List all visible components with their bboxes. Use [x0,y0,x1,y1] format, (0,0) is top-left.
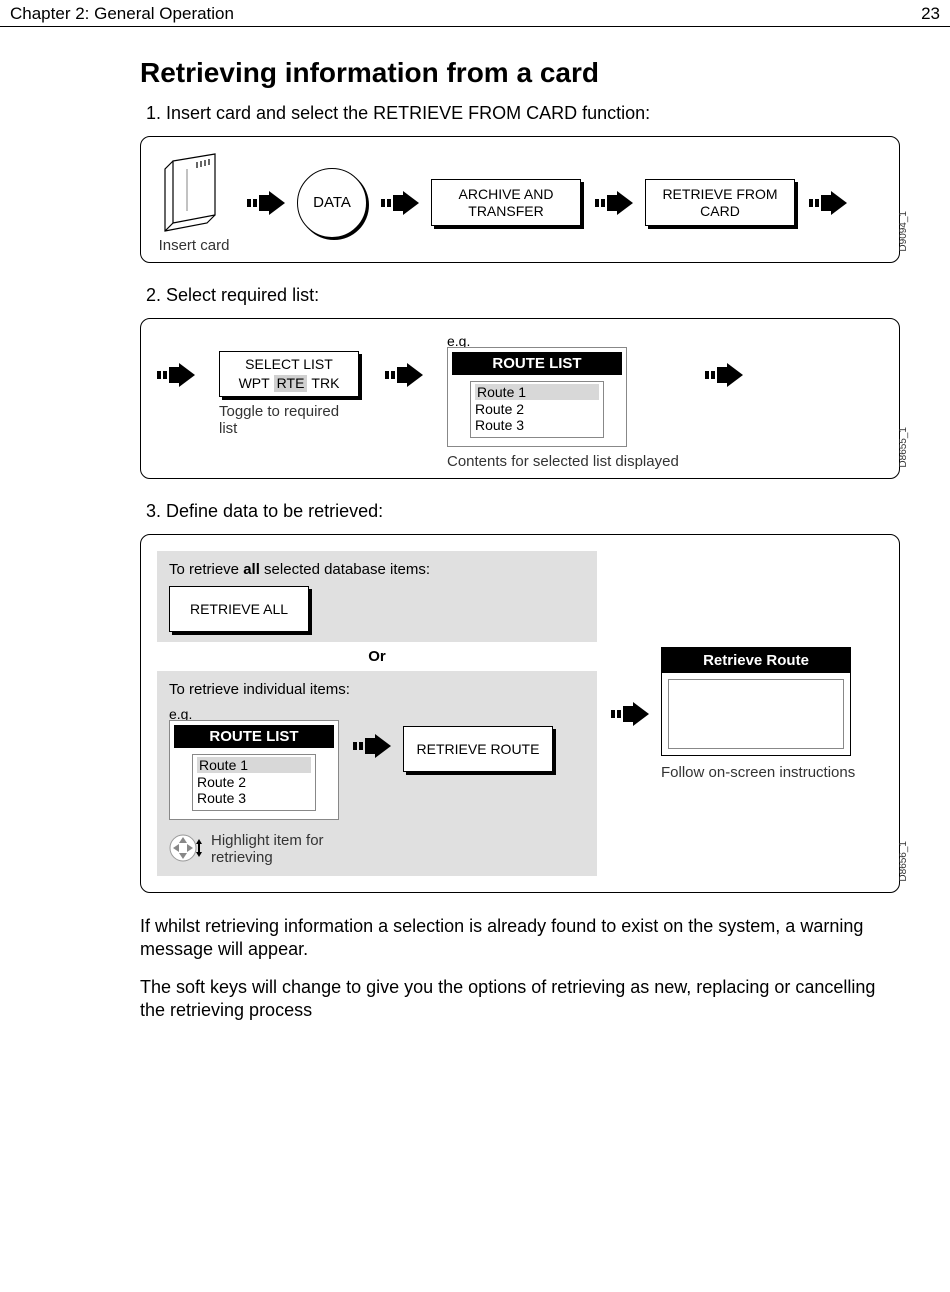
route-1b: Route 1 [197,757,311,773]
retrieve-all-intro-post: selected database items: [260,561,430,578]
arrow-right-icon [593,191,633,215]
figure-3-ref: D8656_1 [898,841,909,882]
route-list-panel-2: ROUTE LIST Route 1 Route 2 Route 3 [169,720,339,820]
retrieve-route-label: RETRIEVE ROUTE [417,741,540,758]
after-para-1: If whilst retrieving information a selec… [140,915,900,962]
select-list-rte: RTE [274,375,308,392]
route-list-panel: ROUTE LIST Route 1 Route 2 Route 3 [447,347,627,447]
or-label: Or [157,648,597,665]
archive-transfer-label: ARCHIVE AND TRANSFER [442,186,570,220]
route-2: Route 2 [475,401,599,417]
arrow-right-icon [379,191,419,215]
figure-2-ref: D8655_1 [898,427,909,468]
section-title: Retrieving information from a card [140,57,900,89]
contents-caption: Contents for selected list displayed [447,453,679,470]
chapter-label: Chapter 2: General Operation [10,4,234,24]
arrow-right-icon [609,702,649,726]
step-1: Insert card and select the RETRIEVE FROM… [166,103,900,263]
retrieve-route-title: Retrieve Route [662,648,850,673]
arrow-right-icon [703,363,743,387]
after-para-2: The soft keys will change to give you th… [140,976,900,1023]
arrow-right-icon [807,191,847,215]
data-label: DATA [313,194,351,211]
route-list-title-2: ROUTE LIST [174,725,334,748]
step-3: Define data to be retrieved: To retrieve… [166,501,900,1023]
retrieve-individual-block: To retrieve individual items: e.g. ROUTE… [157,671,597,876]
retrieve-route-panel: Retrieve Route [661,647,851,756]
toggle-caption: Toggle to required list [219,403,359,437]
step-1-text: Insert card and select the RETRIEVE FROM… [166,103,650,123]
route-3: Route 3 [475,417,599,433]
select-list-wpt: WPT [239,375,270,392]
route-1: Route 1 [475,384,599,400]
page-header: Chapter 2: General Operation 23 [0,0,950,27]
arrow-right-icon [155,363,195,387]
route-2b: Route 2 [197,774,311,790]
select-list-trk: TRK [311,375,339,392]
arrow-right-icon [245,191,285,215]
page-content: Retrieving information from a card Inser… [0,27,950,1057]
route-3b: Route 3 [197,790,311,806]
retrieve-from-card-label: RETRIEVE FROM CARD [656,186,784,220]
step-2: Select required list: SELECT LIST WPT RT… [166,285,900,479]
data-button: DATA [297,168,367,238]
memory-card-icon [155,151,233,235]
retrieve-route-body [668,679,844,749]
select-list-button: SELECT LIST WPT RTE TRK [219,351,359,397]
dpad-icon [169,833,203,863]
individual-intro: To retrieve individual items: [169,681,585,698]
retrieve-all-button: RETRIEVE ALL [169,586,309,632]
highlight-caption: Highlight item for retrieving [211,832,361,866]
arrow-right-icon [351,734,391,758]
insert-card-caption: Insert card [159,237,230,254]
figure-2: SELECT LIST WPT RTE TRK Toggle to requir… [140,318,900,479]
figure-3: To retrieve all selected database items:… [140,534,900,893]
select-list-title: SELECT LIST [245,356,333,373]
retrieve-all-intro-pre: To retrieve [169,561,243,578]
arrow-right-icon [383,363,423,387]
figure-1-ref: D9094_1 [898,211,909,252]
figure-1: Insert card DATA ARCHIVE AND TRANSFER [140,136,900,263]
retrieve-route-button: RETRIEVE ROUTE [403,726,553,772]
follow-caption: Follow on-screen instructions [661,764,855,781]
retrieve-all-label: RETRIEVE ALL [190,601,288,618]
retrieve-from-card-button: RETRIEVE FROM CARD [645,179,795,227]
retrieve-all-intro: To retrieve all selected database items: [169,561,585,578]
step-2-text: Select required list: [166,285,319,305]
retrieve-all-intro-bold: all [243,561,260,578]
archive-transfer-button: ARCHIVE AND TRANSFER [431,179,581,227]
step-3-text: Define data to be retrieved: [166,501,383,521]
page-number: 23 [921,4,940,24]
route-list-title: ROUTE LIST [452,352,622,375]
retrieve-all-block: To retrieve all selected database items:… [157,551,597,642]
